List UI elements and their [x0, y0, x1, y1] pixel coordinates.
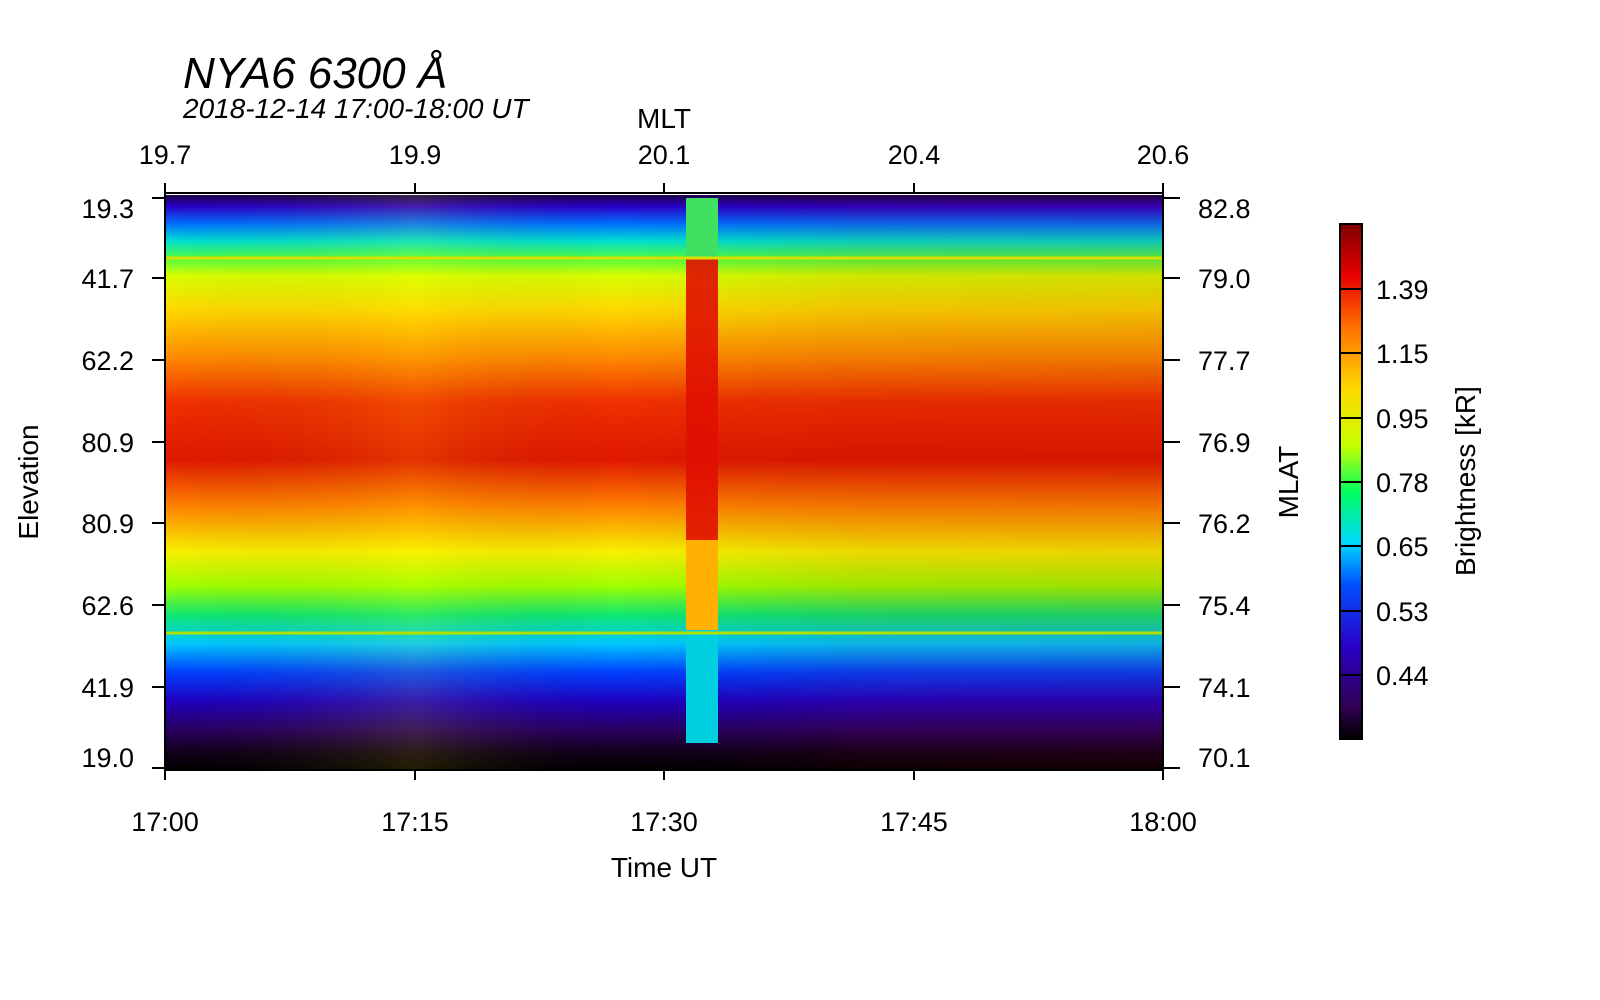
- left-tick-label: 62.2: [81, 346, 134, 376]
- right-ticks: [1163, 197, 1180, 769]
- right-tick-labels: 82.8 79.0 77.7 76.9 76.2 75.4 74.1 70.1: [1198, 194, 1251, 773]
- right-tick-label: 76.9: [1198, 428, 1251, 458]
- left-tick-label: 62.6: [81, 591, 134, 621]
- right-tick-label: 70.1: [1198, 743, 1251, 773]
- left-tick-label: 80.9: [81, 509, 134, 539]
- left-tick-label: 41.7: [81, 264, 134, 294]
- chart-title: NYA6 6300 Å: [183, 49, 447, 98]
- colorbar-title: Brightness [kR]: [1450, 386, 1481, 576]
- colorbar: 1.39 1.15 0.95 0.78 0.65 0.53 0.44 Brigh…: [1339, 223, 1481, 740]
- colorbar-tick-label: 0.78: [1376, 468, 1429, 498]
- x-tick-label: 18:00: [1129, 807, 1197, 837]
- left-tick-label: 19.0: [81, 743, 134, 773]
- left-axis-title: Elevation: [13, 424, 44, 539]
- left-tick-labels: 19.3 41.7 62.2 80.9 80.9 62.6 41.9 19.0: [81, 194, 134, 773]
- heatmap-bright-band-mid: [686, 540, 718, 630]
- left-tick-label: 19.3: [81, 194, 134, 224]
- x-axis-title: Time UT: [611, 852, 717, 883]
- right-tick-label: 79.0: [1198, 264, 1251, 294]
- chart-subtitle: 2018-12-14 17:00-18:00 UT: [182, 93, 530, 124]
- right-tick-label: 75.4: [1198, 591, 1251, 621]
- top-tick-label: 20.1: [638, 140, 691, 170]
- heatmap-shading: [165, 195, 1163, 770]
- right-tick-label: 82.8: [1198, 194, 1251, 224]
- top-axis-title: MLT: [637, 103, 691, 134]
- x-tick-label: 17:00: [131, 807, 199, 837]
- top-tick-label: 19.9: [389, 140, 442, 170]
- heatmap-bright-band-bottom: [686, 630, 718, 743]
- colorbar-tick-label: 0.44: [1376, 661, 1429, 691]
- bottom-tick-labels: 17:00 17:15 17:30 17:45 18:00: [131, 807, 1197, 837]
- right-axis-title: MLAT: [1273, 446, 1304, 519]
- left-ticks: [152, 197, 165, 769]
- x-tick-label: 17:30: [630, 807, 698, 837]
- colorbar-tick-label: 1.39: [1376, 275, 1429, 305]
- colorbar-tick-label: 0.95: [1376, 404, 1429, 434]
- x-tick-label: 17:15: [381, 807, 449, 837]
- colorbar-tick-label: 0.53: [1376, 597, 1429, 627]
- top-tick-labels: 19.7 19.9 20.1 20.4 20.6: [139, 140, 1190, 170]
- x-tick-label: 17:45: [880, 807, 948, 837]
- top-ticks: [164, 183, 1164, 193]
- right-tick-label: 77.7: [1198, 346, 1251, 376]
- colorbar-tick-label: 1.15: [1376, 339, 1429, 369]
- left-tick-label: 80.9: [81, 428, 134, 458]
- top-tick-label: 20.6: [1137, 140, 1190, 170]
- left-tick-label: 41.9: [81, 673, 134, 703]
- colorbar-tick-labels: 1.39 1.15 0.95 0.78 0.65 0.53 0.44: [1376, 275, 1429, 691]
- top-tick-label: 20.4: [888, 140, 941, 170]
- top-tick-label: 19.7: [139, 140, 192, 170]
- colorbar-ticks: [1340, 288, 1362, 676]
- right-tick-label: 76.2: [1198, 509, 1251, 539]
- heatmap: [165, 195, 1163, 770]
- heatmap-bright-band-top: [686, 198, 718, 258]
- colorbar-tick-label: 0.65: [1376, 532, 1429, 562]
- right-tick-label: 74.1: [1198, 673, 1251, 703]
- bottom-ticks: [164, 770, 1164, 780]
